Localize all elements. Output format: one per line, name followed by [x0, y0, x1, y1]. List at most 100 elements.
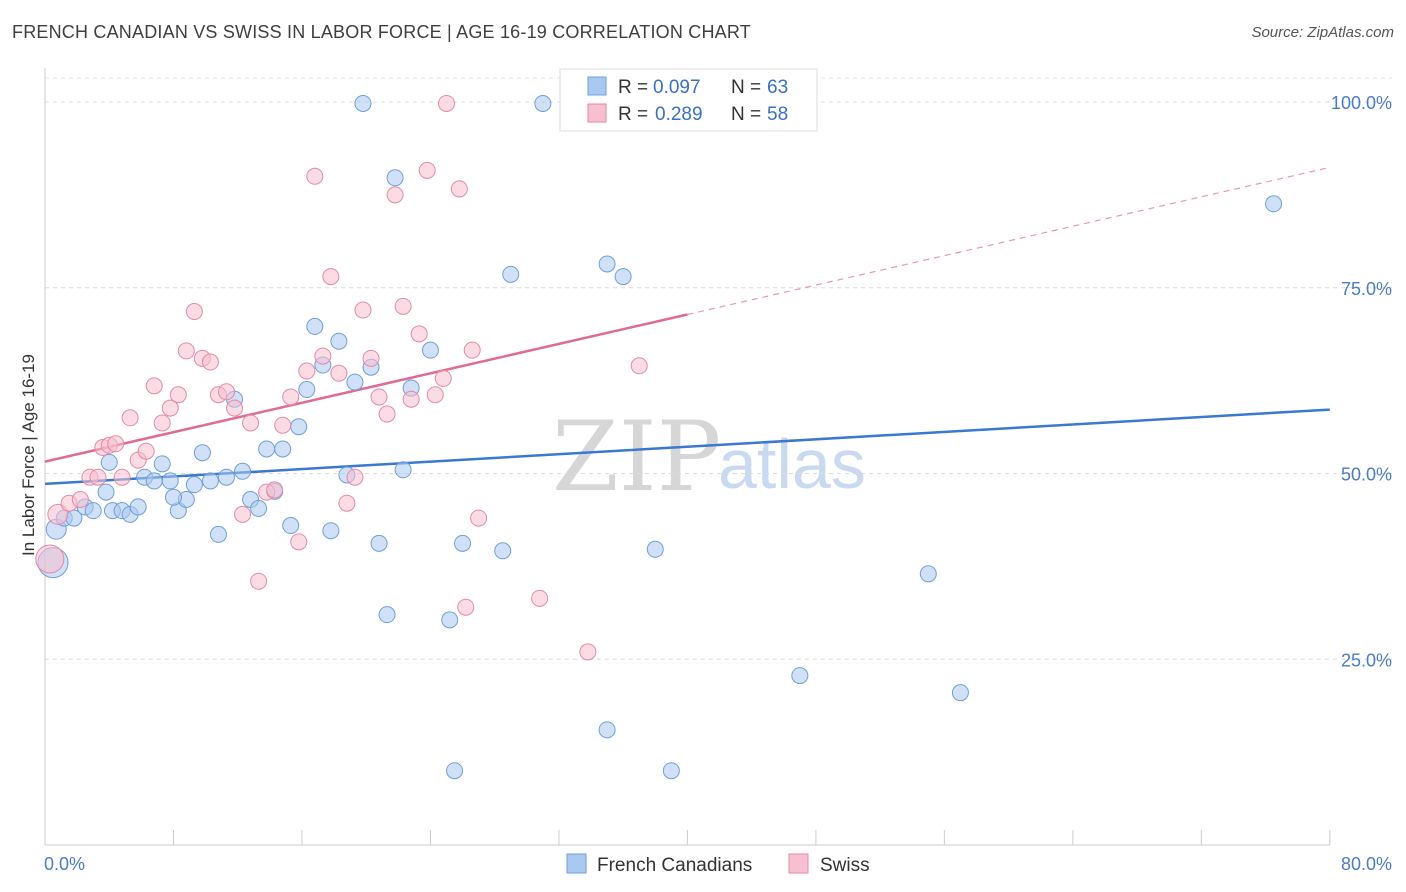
swiss-point-34 — [314, 347, 332, 365]
swiss-point-20 — [201, 353, 219, 371]
french-canadians-point-48 — [494, 542, 512, 560]
french-canadians-trend-line — [44, 408, 1330, 486]
legend-n-label-2: N = — [731, 104, 761, 125]
french-canadians-point-57 — [919, 565, 937, 583]
french-canadians-point-31 — [298, 381, 316, 399]
source-credit: Source: ZipAtlas.com — [1251, 24, 1394, 41]
bottom-legend: French Canadians Swiss — [566, 853, 870, 876]
y-axis-label: In Labor Force | Age 16-19 — [19, 354, 38, 556]
swiss-point-3 — [71, 491, 89, 509]
legend-r-value-1: 0.097 — [653, 77, 701, 98]
swiss-point-33 — [306, 167, 324, 185]
swiss-point-42 — [378, 405, 396, 423]
swiss-point-41 — [370, 388, 388, 406]
french-canadians-point-42 — [386, 169, 404, 187]
legend-swatch-swiss — [587, 103, 607, 123]
swiss-point-17 — [177, 342, 195, 360]
swiss-point-54 — [470, 509, 488, 527]
french-canadians-point-47 — [454, 534, 472, 552]
y-tick-label-50: 50.0% — [1341, 465, 1392, 485]
swiss-point-5 — [89, 468, 107, 486]
swiss-point-26 — [250, 572, 268, 590]
bottom-legend-swiss: Swiss — [820, 855, 870, 876]
swiss-point-0 — [35, 544, 65, 574]
swiss-point-23 — [226, 399, 244, 417]
french-canadians-point-41 — [378, 606, 396, 624]
swiss-point-15 — [161, 399, 179, 417]
gridlines — [45, 77, 1392, 660]
french-canadians-point-32 — [306, 317, 324, 335]
swiss-point-37 — [338, 494, 356, 512]
swiss-point-16 — [169, 386, 187, 404]
french-canadians-point-17 — [185, 476, 203, 494]
french-canadians-point-37 — [346, 373, 364, 391]
french-canadians-point-58 — [951, 684, 969, 702]
swiss-point-47 — [418, 161, 436, 179]
axes — [44, 68, 1331, 846]
swiss-point-50 — [438, 94, 455, 112]
legend: R = 0.097 N = 63 R = 0.289 N = 58 — [559, 68, 818, 132]
swiss-trend-line — [44, 313, 688, 463]
french-canadians-point-10 — [129, 498, 147, 516]
french-canadians-point-26 — [258, 440, 276, 458]
swiss-point-52 — [457, 598, 475, 616]
french-canadians-point-61 — [100, 453, 118, 471]
french-canadians-point-12 — [145, 472, 163, 490]
swiss-point-18 — [185, 303, 203, 321]
legend-n-label-1: N = — [731, 77, 761, 98]
french-canadians-point-50 — [534, 94, 552, 112]
french-canadians-point-29 — [282, 517, 300, 535]
french-canadians-point-30 — [290, 418, 308, 436]
swiss-point-10 — [121, 409, 139, 427]
french-canadians-point-25 — [250, 499, 268, 517]
y-tick-labels: 25.0% 50.0% 75.0% 100.0% — [1331, 93, 1392, 670]
legend-swatch-french-canadians — [587, 76, 607, 96]
legend-r-label-1: R = — [618, 77, 648, 98]
chart-title: FRENCH CANADIAN VS SWISS IN LABOR FORCE … — [12, 22, 751, 42]
french-canadians-point-53 — [614, 268, 632, 286]
french-canadians-point-6 — [97, 483, 115, 501]
french-canadians-point-19 — [201, 472, 219, 490]
bottom-legend-swatch-french-canadians — [566, 853, 587, 874]
swiss-point-46 — [410, 325, 428, 343]
french-canadians-point-23 — [234, 462, 252, 480]
swiss-point-40 — [362, 349, 380, 367]
y-tick-label-100: 100.0% — [1331, 93, 1392, 113]
x-tick-label-max: 80.0% — [1341, 854, 1392, 874]
french-canadians-point-49 — [502, 265, 520, 283]
swiss-point-55 — [531, 589, 549, 607]
french-canadians-point-51 — [598, 255, 616, 273]
swiss-point-28 — [266, 481, 284, 499]
french-canadians-point-40 — [370, 534, 388, 552]
bottom-legend-swatch-swiss — [788, 853, 809, 874]
legend-n-value-1: 63 — [767, 77, 788, 98]
french-canadians-point-59 — [1265, 195, 1283, 213]
swiss-point-45 — [402, 390, 420, 408]
french-canadians-point-62 — [164, 488, 182, 506]
french-canadians-point-55 — [662, 762, 680, 780]
swiss-trend-extension — [687, 166, 1330, 316]
swiss-point-31 — [290, 533, 308, 551]
french-canadians-point-18 — [193, 444, 211, 462]
french-canadians-point-54 — [646, 540, 664, 558]
french-canadians-point-45 — [421, 341, 439, 359]
french-canadians-point-52 — [598, 721, 616, 739]
swiss-point-49 — [434, 369, 452, 387]
swiss-point-57 — [579, 643, 597, 661]
swiss-point-39 — [354, 301, 372, 319]
french-canadians-point-35 — [330, 332, 348, 350]
swiss-point-9 — [113, 468, 131, 486]
swiss-point-25 — [242, 414, 260, 432]
french-canadians-point-46 — [441, 611, 459, 629]
swiss-point-44 — [394, 297, 412, 315]
swiss-point-32 — [298, 362, 316, 380]
swiss-point-29 — [274, 416, 292, 434]
x-tick-labels: 0.0% 80.0% — [44, 854, 1392, 874]
swiss-point-12 — [137, 442, 155, 460]
french-canadians-point-38 — [354, 94, 372, 112]
bottom-legend-french-canadians: French Canadians — [597, 855, 752, 876]
swiss-point-36 — [330, 364, 348, 382]
french-canadians-point-60 — [446, 762, 464, 780]
french-canadians-point-20 — [209, 525, 227, 543]
